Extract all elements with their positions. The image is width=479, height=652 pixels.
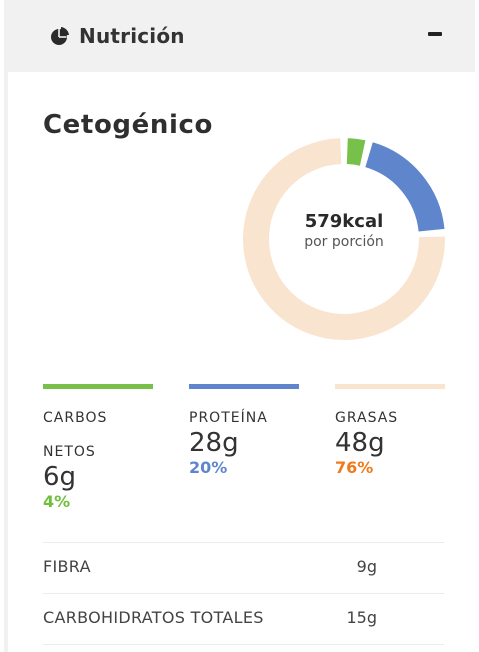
- calories-value: 579kcal: [304, 211, 384, 232]
- protein-label: PROTEÍNA: [189, 410, 268, 426]
- pie-chart-icon: [50, 26, 70, 46]
- table-row: FIBRA 9g: [43, 542, 444, 593]
- macro-donut-chart: 579kcal por porción: [239, 134, 449, 344]
- row-value: 15g: [346, 608, 377, 627]
- donut-segment-grasas: [243, 138, 445, 340]
- carbs-color-bar: [43, 384, 153, 389]
- protein-color-bar: [189, 384, 299, 389]
- per-portion-label: por porción: [304, 234, 384, 250]
- row-value: 9g: [356, 557, 377, 576]
- collapse-button[interactable]: [428, 23, 444, 43]
- row-label: CARBOHIDRATOS TOTALES: [43, 608, 264, 627]
- macro-carbs: CARBOS NETOS 6g 4%: [43, 384, 155, 513]
- table-row: CARBOHIDRATOS TOTALES 15g: [43, 593, 444, 645]
- donut-segment-proteina: [364, 142, 445, 232]
- nutrition-panel: Nutrición Cetogénico 579kcal por porción…: [4, 0, 475, 652]
- section-title: Nutrición: [79, 24, 185, 48]
- carbs-percent: 4%: [43, 492, 71, 511]
- nutrition-header[interactable]: Nutrición: [4, 0, 475, 72]
- fat-percent: 76%: [335, 458, 374, 477]
- fat-color-bar: [335, 384, 445, 389]
- protein-percent: 20%: [189, 458, 228, 477]
- macro-protein: PROTEÍNA 28g 20%: [189, 384, 301, 479]
- macro-fat: GRASAS 48g 76%: [335, 384, 447, 479]
- donut-segment-carbos: [346, 138, 366, 166]
- fat-label: GRASAS: [335, 410, 399, 426]
- carbs-label: CARBOS NETOS: [43, 410, 108, 460]
- diet-type: Cetogénico: [43, 110, 213, 140]
- row-label: FIBRA: [43, 557, 91, 576]
- fat-amount: 48g: [335, 428, 385, 458]
- nutrition-card: Cetogénico 579kcal por porción CARBOS NE…: [8, 72, 475, 652]
- protein-amount: 28g: [189, 428, 239, 458]
- carbs-amount: 6g: [43, 462, 77, 492]
- nutrient-table: FIBRA 9g CARBOHIDRATOS TOTALES 15g: [43, 542, 444, 645]
- minus-icon: [428, 32, 442, 36]
